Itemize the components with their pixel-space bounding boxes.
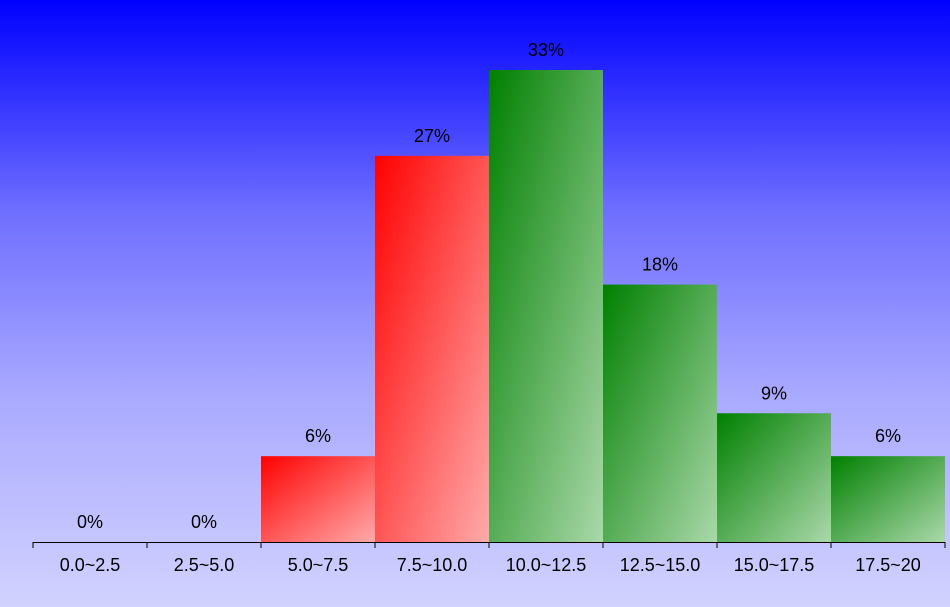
- x-tick-label-5-0-7-5: 5.0~7.5: [288, 555, 349, 575]
- bar-7-5-10-0: [375, 155, 489, 542]
- data-label-12-5-15-0: 18%: [642, 255, 678, 275]
- data-label-7-5-10-0: 27%: [414, 126, 450, 146]
- bar-12-5-15-0: [603, 284, 717, 542]
- data-label-2-5-5-0: 0%: [191, 512, 217, 532]
- x-tick-label-0-0-2-5: 0.0~2.5: [60, 555, 121, 575]
- data-label-15-0-17-5: 9%: [761, 383, 787, 403]
- data-label-0-0-2-5: 0%: [77, 512, 103, 532]
- bar-5-0-7-5: [261, 456, 375, 542]
- x-tick-label-10-0-12-5: 10.0~12.5: [506, 555, 587, 575]
- x-axis: [32, 542, 946, 548]
- bar-15-0-17-5: [717, 413, 831, 542]
- x-tick-label-15-0-17-5: 15.0~17.5: [734, 555, 815, 575]
- data-label-5-0-7-5: 6%: [305, 426, 331, 446]
- x-tick-label-17-5-20: 17.5~20: [855, 555, 921, 575]
- x-tick-label-2-5-5-0: 2.5~5.0: [174, 555, 235, 575]
- data-labels-group: 0% 0% 6% 27% 33% 18% 9% 6%: [77, 40, 901, 532]
- x-tick-label-12-5-15-0: 12.5~15.0: [620, 555, 701, 575]
- bar-10-0-12-5: [489, 70, 603, 542]
- bars-group: [261, 70, 945, 542]
- data-label-10-0-12-5: 33%: [528, 40, 564, 60]
- data-label-17-5-20: 6%: [875, 426, 901, 446]
- bar-17-5-20: [831, 456, 945, 542]
- x-tick-label-7-5-10-0: 7.5~10.0: [397, 555, 468, 575]
- x-tick-labels-group: 0.0~2.5 2.5~5.0 5.0~7.5 7.5~10.0 10.0~12.5 12…: [60, 555, 921, 575]
